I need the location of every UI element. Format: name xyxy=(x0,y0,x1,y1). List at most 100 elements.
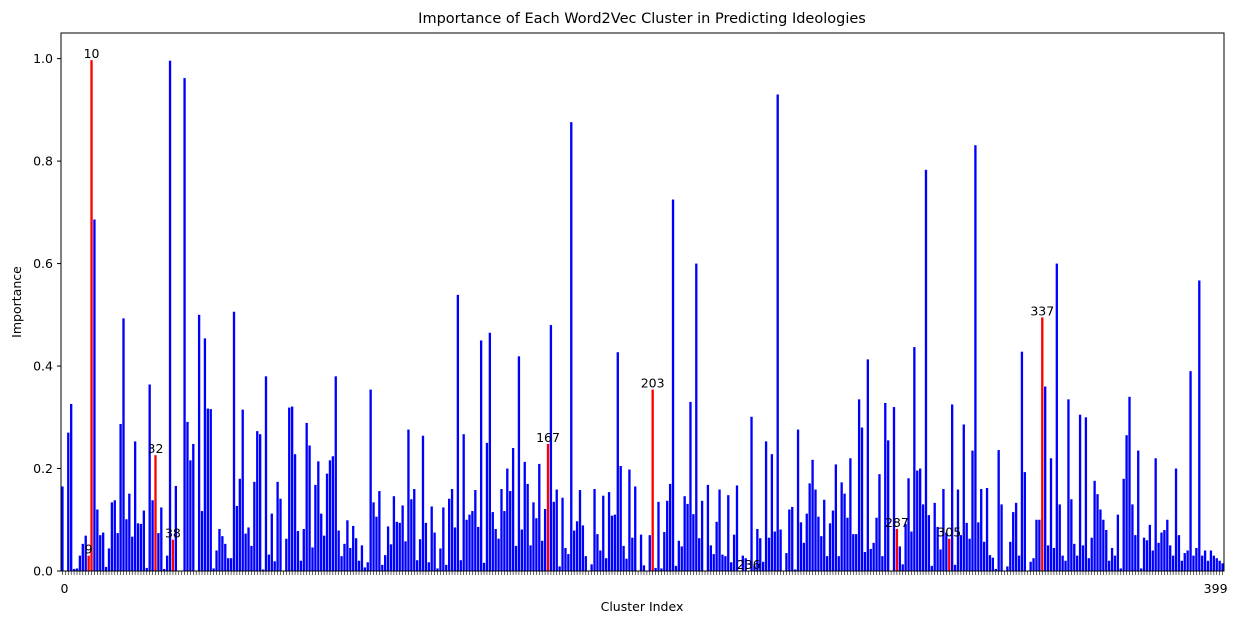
bar-cluster-192 xyxy=(619,465,622,571)
bar-cluster-394 xyxy=(1206,560,1210,571)
bar-cluster-321 xyxy=(994,568,997,571)
bar-cluster-381 xyxy=(1169,545,1172,571)
bar-cluster-178 xyxy=(578,490,582,571)
bar-cluster-65 xyxy=(250,545,253,571)
bar-cluster-158 xyxy=(520,529,524,571)
bar-cluster-145 xyxy=(482,562,486,571)
bar-cluster-36 xyxy=(165,555,169,571)
bar-cluster-59 xyxy=(232,311,236,571)
bar-cluster-137 xyxy=(459,560,462,571)
bar-cluster-127 xyxy=(430,506,433,571)
bar-cluster-234 xyxy=(741,555,744,571)
bar-cluster-110 xyxy=(381,564,384,571)
bar-cluster-257 xyxy=(808,483,811,571)
bar-cluster-240 xyxy=(759,538,762,571)
bar-cluster-172 xyxy=(561,497,564,571)
bar-cluster-206 xyxy=(660,568,663,571)
bar-cluster-112 xyxy=(386,526,390,571)
bar-cluster-373 xyxy=(1145,540,1149,571)
bar-cluster-111 xyxy=(384,555,387,571)
bar-cluster-142 xyxy=(474,490,477,571)
annotation-cluster-167: 167 xyxy=(536,430,560,445)
bar-cluster-300 xyxy=(933,502,936,571)
bar-cluster-211 xyxy=(674,565,678,571)
bar-cluster-64 xyxy=(247,527,250,571)
bar-cluster-275 xyxy=(860,427,864,571)
bar-cluster-214 xyxy=(683,496,686,571)
bar-cluster-279 xyxy=(872,542,875,571)
bar-cluster-390 xyxy=(1195,547,1198,571)
bar-cluster-196 xyxy=(631,537,634,571)
bar-cluster-325 xyxy=(1006,566,1009,571)
bar-cluster-134 xyxy=(450,489,454,571)
bar-cluster-154 xyxy=(509,491,512,571)
bar-cluster-242 xyxy=(764,441,768,571)
y-tick-label: 0.8 xyxy=(33,154,53,169)
bar-cluster-84 xyxy=(305,422,308,571)
bar-cluster-243 xyxy=(767,537,771,571)
bar-cluster-182 xyxy=(590,564,593,571)
bar-cluster-21 xyxy=(122,318,125,571)
bar-cluster-144 xyxy=(479,340,483,571)
bar-cluster-109 xyxy=(378,491,381,571)
bar-cluster-85 xyxy=(308,445,311,571)
bar-cluster-273 xyxy=(855,534,858,571)
bar-cluster-378 xyxy=(1160,532,1163,571)
bar-cluster-329 xyxy=(1017,555,1021,571)
bar-cluster-184 xyxy=(596,534,599,571)
bar-cluster-287 xyxy=(895,528,899,571)
annotation-cluster-32: 32 xyxy=(148,441,164,456)
bar-cluster-306 xyxy=(950,404,954,571)
bar-cluster-307 xyxy=(953,564,957,571)
bar-cluster-215 xyxy=(686,503,689,571)
bar-cluster-219 xyxy=(698,538,701,571)
bar-cluster-212 xyxy=(677,540,681,571)
bar-cluster-19 xyxy=(116,533,119,571)
bar-cluster-20 xyxy=(119,423,122,571)
bar-cluster-80 xyxy=(293,454,297,571)
bar-cluster-175 xyxy=(570,122,573,571)
bar-cluster-312 xyxy=(968,538,971,571)
bar-cluster-155 xyxy=(511,448,515,571)
bar-cluster-310 xyxy=(962,424,965,571)
bar-cluster-258 xyxy=(811,459,814,571)
annotation-cluster-38: 38 xyxy=(165,526,181,541)
bar-cluster-12 xyxy=(96,509,99,571)
bar-cluster-319 xyxy=(988,555,992,571)
bar-cluster-371 xyxy=(1139,568,1143,571)
bar-cluster-81 xyxy=(296,531,300,571)
bar-cluster-361 xyxy=(1110,547,1114,571)
bar-cluster-331 xyxy=(1023,472,1026,571)
bar-cluster-11 xyxy=(93,219,96,572)
bar-cluster-38 xyxy=(171,539,175,571)
bar-cluster-58 xyxy=(229,558,233,571)
bar-cluster-168 xyxy=(549,325,553,571)
bar-cluster-185 xyxy=(599,550,602,571)
bar-cluster-53 xyxy=(215,550,218,571)
bar-cluster-119 xyxy=(407,429,410,571)
bar-cluster-133 xyxy=(447,498,451,571)
bar-cluster-104 xyxy=(363,567,366,571)
bar-cluster-302 xyxy=(939,549,942,571)
bar-cluster-303 xyxy=(942,489,945,571)
bar-cluster-225 xyxy=(715,521,718,571)
x-tick-label: 0 xyxy=(60,581,68,596)
bar-cluster-148 xyxy=(491,512,494,571)
bar-cluster-334 xyxy=(1032,558,1035,571)
bar-cluster-7 xyxy=(81,543,84,571)
bar-cluster-246 xyxy=(776,94,779,571)
bar-cluster-216 xyxy=(689,401,692,571)
bar-cluster-299 xyxy=(930,565,933,571)
bar-cluster-139 xyxy=(465,519,468,571)
bar-cluster-194 xyxy=(625,558,628,571)
bar-cluster-66 xyxy=(253,481,256,571)
bar-cluster-342 xyxy=(1055,263,1058,571)
bar-cluster-372 xyxy=(1142,537,1146,571)
bar-cluster-231 xyxy=(732,534,736,571)
x-tick-label: 399 xyxy=(1204,581,1228,596)
bar-cluster-79 xyxy=(290,406,294,571)
bar-cluster-270 xyxy=(846,517,849,571)
bar-cluster-237 xyxy=(750,416,753,571)
bar-cluster-42 xyxy=(183,78,186,571)
bar-cluster-189 xyxy=(610,515,614,571)
